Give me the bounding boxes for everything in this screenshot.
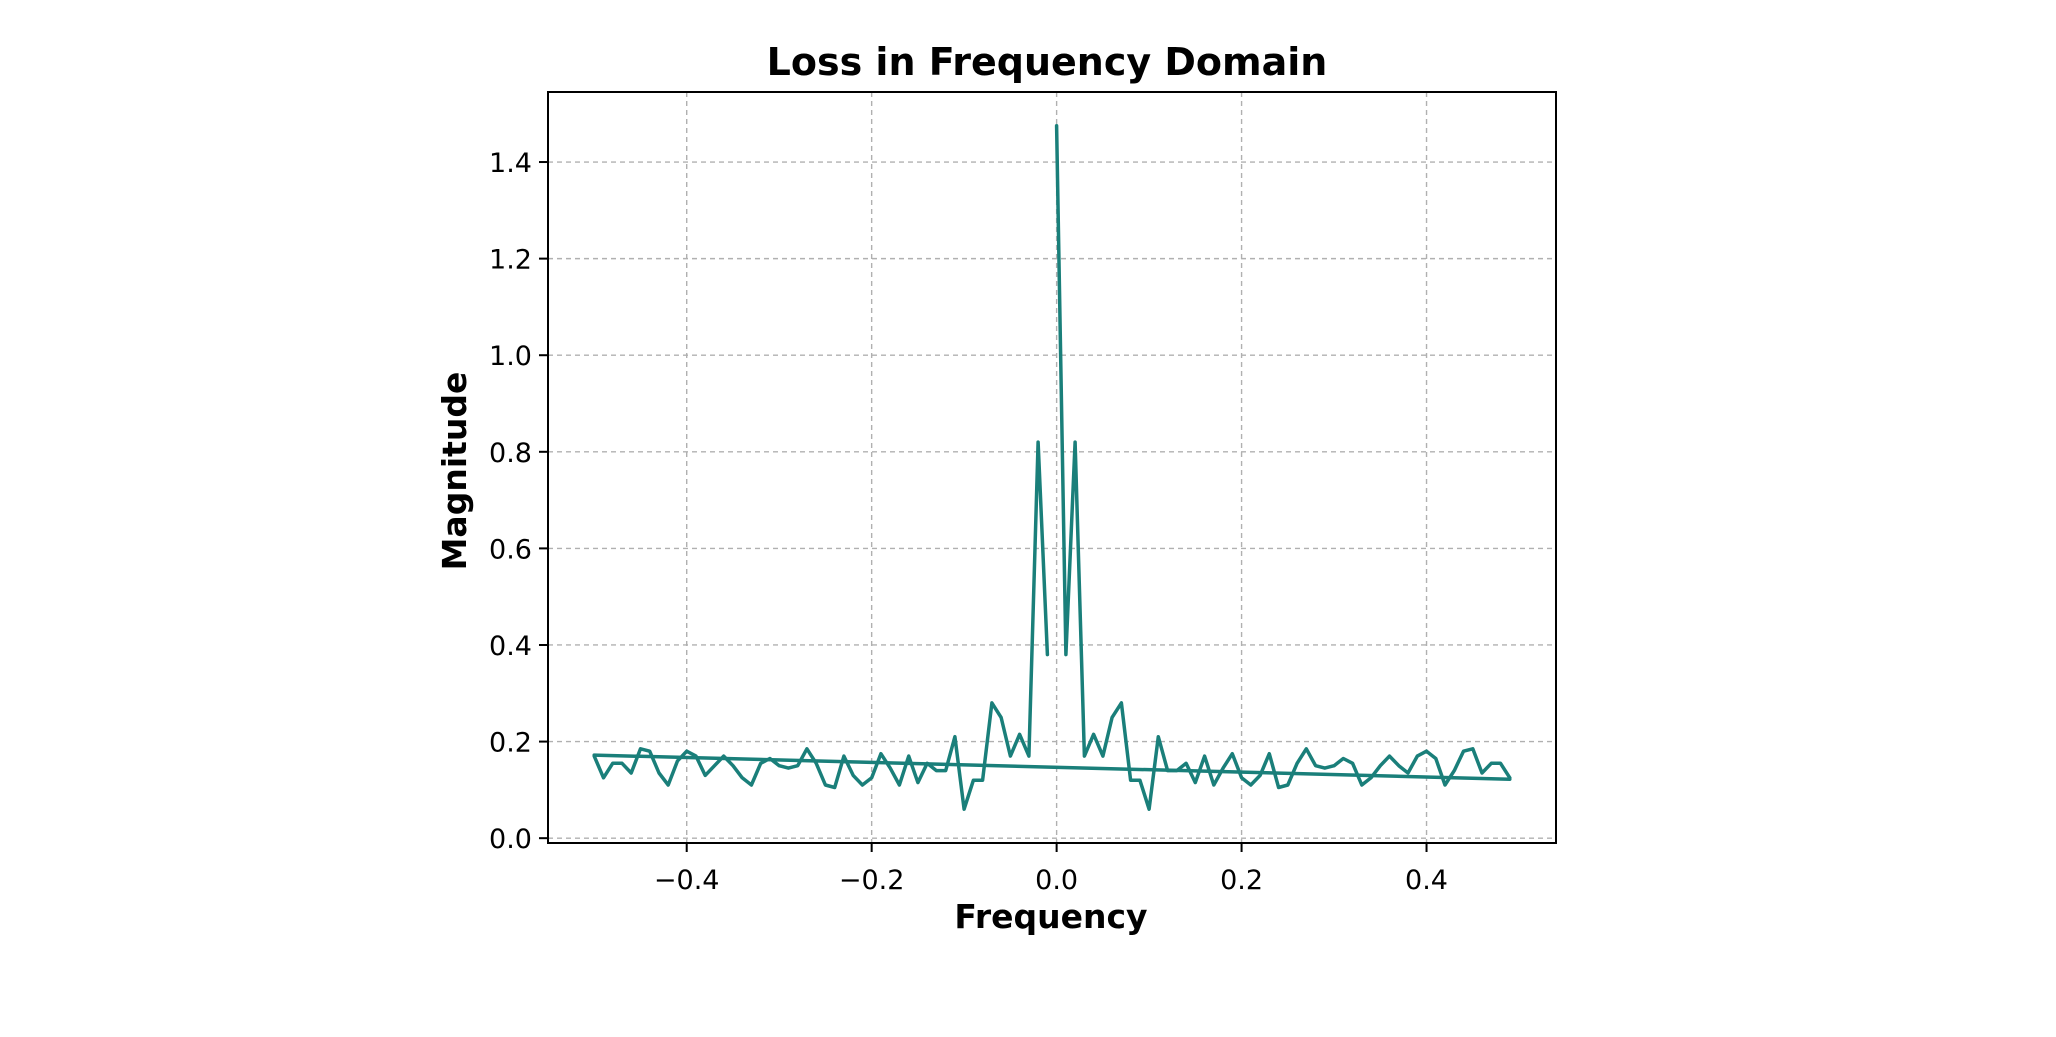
x-tick-label: −0.4 [654,865,720,896]
series-line-3 [592,753,1512,781]
y-tick-label: 0.4 [489,631,532,662]
plot-frame [547,91,1557,844]
y-tick-label: 1.4 [489,148,532,179]
series-line-2 [1054,124,1512,811]
y-tick-label: 1.0 [489,341,532,372]
x-axis-label: Frequency [954,897,1147,936]
y-tick-label: 1.2 [489,245,532,276]
x-tick-label: −0.2 [839,865,905,896]
x-tick-label: 0.2 [1220,865,1263,896]
y-axis-label: Magnitude [435,372,474,571]
grid-layer [548,92,1556,843]
chart-title: Loss in Frequency Domain [767,40,1328,84]
y-tick-label: 0.2 [489,728,532,759]
x-tick-label: 0.4 [1405,865,1448,896]
ticks-layer: −0.4 −0.2 0.0 0.2 0.4 0.0 0.2 0.4 0.6 0.8 1.0 1.2 1.… [489,148,1448,896]
x-tick-label: 0.0 [1035,865,1078,896]
y-tick-label: 0.8 [489,438,532,469]
series-layer [592,124,1512,811]
y-tick-label: 0.0 [489,824,532,855]
y-tick-label: 0.6 [489,534,532,565]
series-line-1 [592,440,1050,811]
